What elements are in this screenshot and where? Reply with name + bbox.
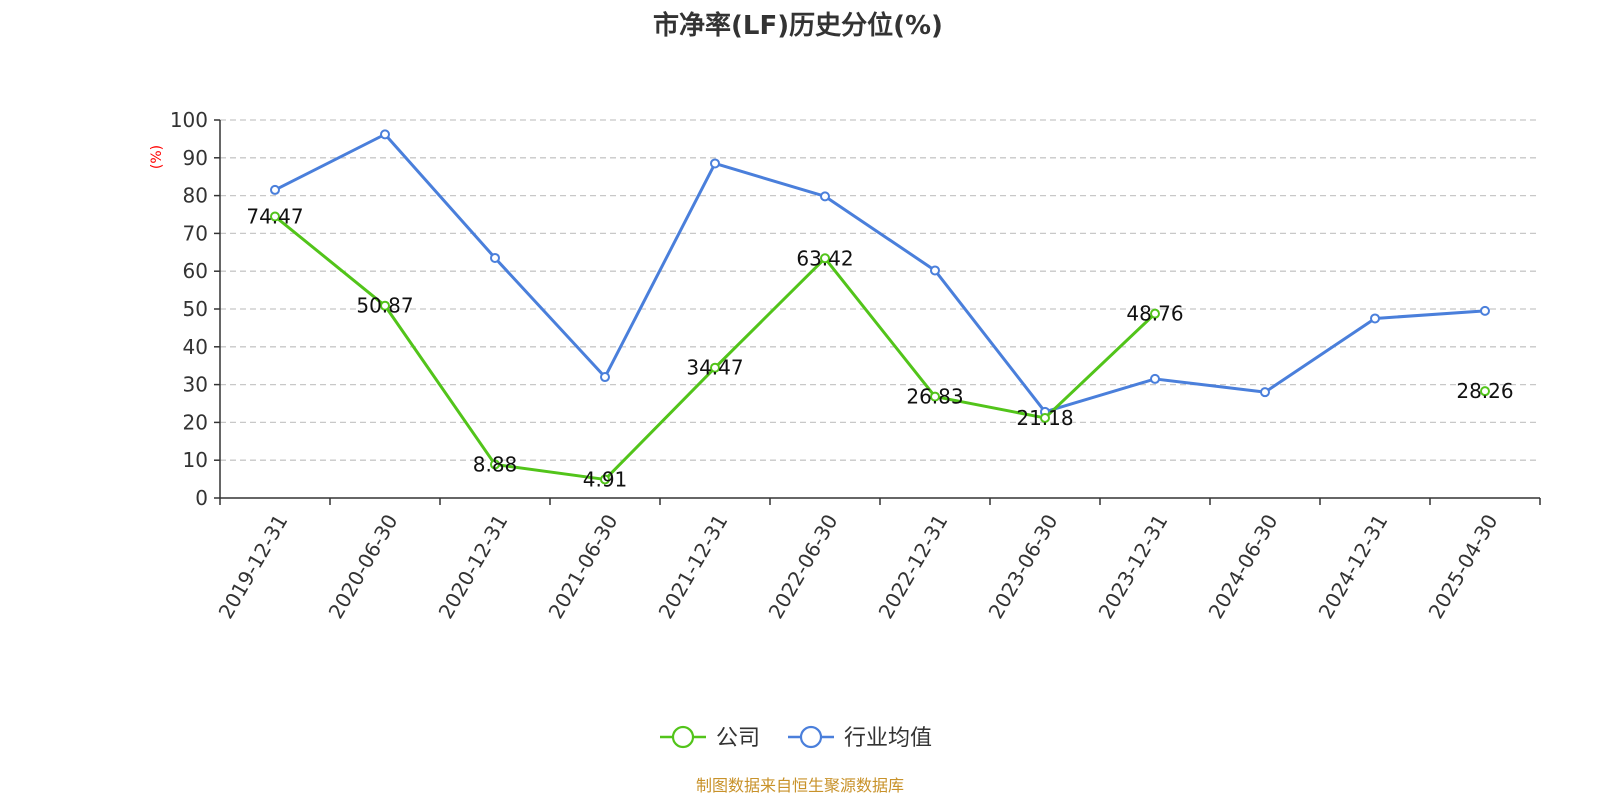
y-tick-label: 60 [183,259,208,283]
data-point-industry [490,252,500,263]
data-label: 48.76 [1126,302,1183,326]
x-tick-label: 2024-12-31 [1314,510,1393,623]
x-tick-label: 2022-12-31 [874,510,953,623]
data-point-company [270,211,280,222]
legend-label: 公司 [716,726,760,751]
data-point-company [820,253,830,264]
x-tick-label: 2021-06-30 [544,510,623,623]
x-tick-label: 2021-12-31 [654,510,733,623]
data-point-company [600,474,610,485]
data-point-company [930,391,940,402]
y-tick-label: 40 [183,335,208,359]
y-tick-label: 100 [170,108,208,132]
y-tick-label: 10 [183,448,208,472]
x-tick-label: 2025-04-30 [1424,510,1503,623]
legend-item-company[interactable]: 公司 [660,725,760,751]
chart-title: 市净率(LF)历史分位(%) [653,10,943,41]
y-tick-label: 20 [183,410,208,434]
data-labels: 74.47 50.87 8.88 4.91 34.47 63.42 26.83 21.18 48… [246,205,1513,492]
data-point-industry [710,158,720,169]
data-point-company [1150,308,1160,319]
series-line-industry [274,132,1486,414]
legend[interactable]: 公司 行业均值 [660,725,932,751]
data-label: 34.47 [686,356,743,380]
x-tick-label: 2023-12-31 [1094,510,1173,623]
data-point-company [380,300,390,311]
x-tick-label: 2023-06-30 [984,510,1063,623]
data-label: 8.88 [473,452,518,476]
data-label: 28.26 [1456,379,1513,403]
y-tick-label: 0 [195,486,208,510]
data-point-company [1040,412,1050,423]
data-point-company [710,362,720,373]
y-tick-label: 50 [183,297,208,321]
x-tick-label: 2020-12-31 [434,510,513,623]
data-point-industry [380,129,390,140]
y-tick-label: 70 [183,221,208,245]
data-point-industry [1260,387,1270,398]
data-point-industry [270,184,280,195]
x-tick-label: 2020-06-30 [324,510,403,623]
series-line-company [274,215,1157,481]
data-label: 74.47 [246,205,303,229]
data-label: 4.91 [583,467,628,491]
y-tick-label: 80 [183,184,208,208]
data-point-company [490,459,500,470]
series-layer [270,129,1490,485]
x-tick-label: 2024-06-30 [1204,510,1283,623]
data-label: 50.87 [356,294,413,318]
axes: 0 10 20 30 40 50 60 70 80 90 100 2019-12-31 2020-06-… [170,108,1541,623]
data-point-industry [1150,373,1160,384]
source-note: 制图数据来自恒生聚源数据库 [696,776,904,795]
x-tick-label: 2022-06-30 [764,510,843,623]
x-tick-label: 2019-12-31 [214,510,293,623]
data-label: 63.42 [796,246,853,270]
legend-label: 行业均值 [844,726,932,751]
legend-marker [671,725,695,749]
data-point-company [1480,386,1490,397]
data-point-industry [1480,305,1490,316]
data-label: 21.18 [1016,406,1073,430]
data-label: 26.83 [906,385,963,409]
data-point-industry [930,265,940,276]
legend-marker [799,725,823,749]
y-axis-label: (%) [149,145,165,169]
y-tick-label: 30 [183,373,208,397]
data-point-industry [820,191,830,202]
data-point-industry [1370,313,1380,324]
y-tick-label: 90 [183,146,208,170]
legend-item-industry[interactable]: 行业均值 [788,725,932,751]
data-point-industry [600,372,610,383]
